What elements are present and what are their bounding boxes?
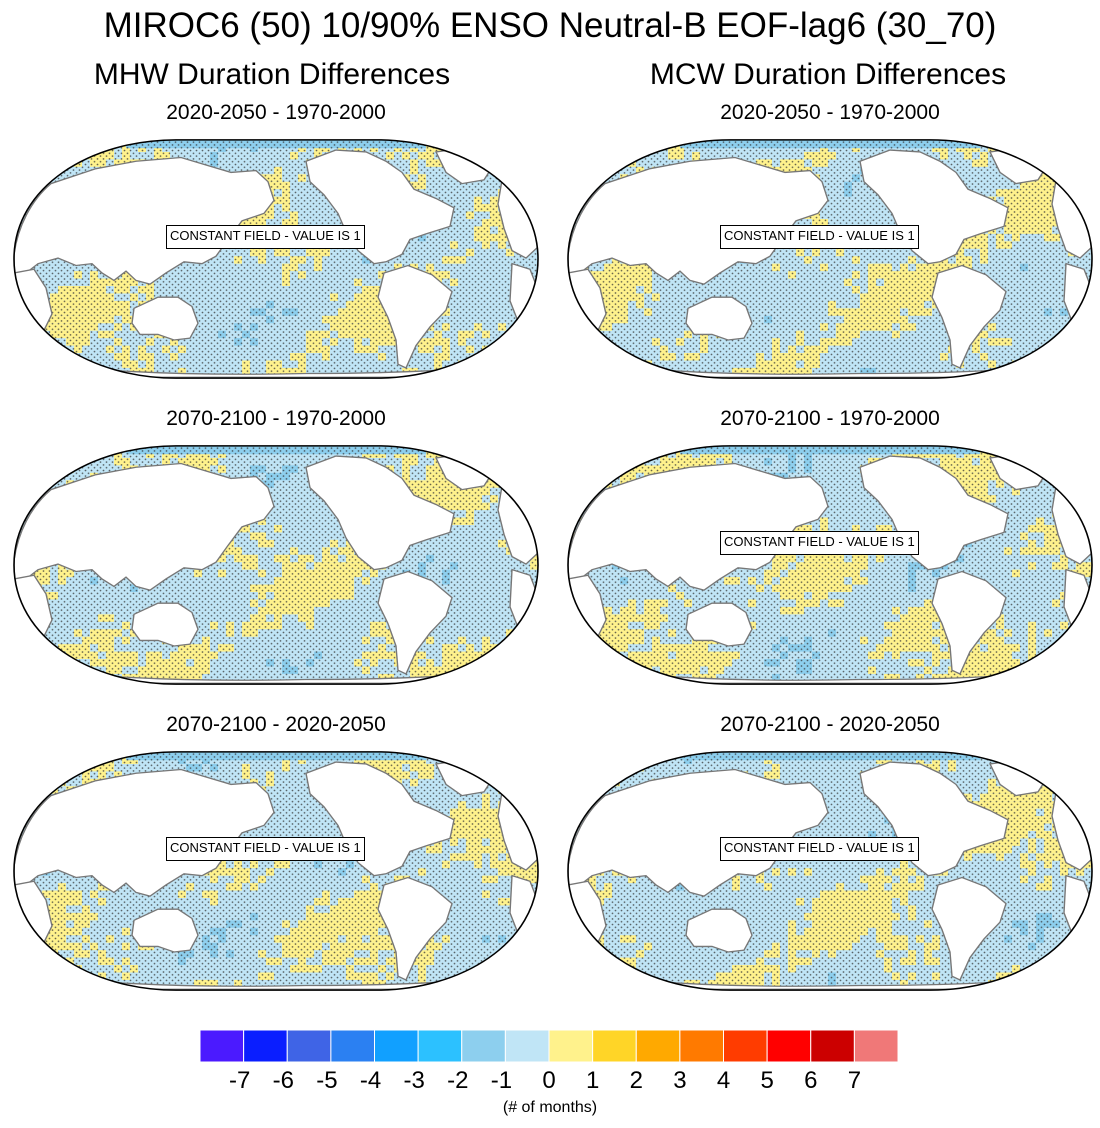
map-border [567,751,1093,991]
world-map [13,139,539,379]
panel-title: 2020-2050 - 1970-2000 [720,101,940,124]
colorbar-tick-label: 0 [542,1067,556,1094]
world-map [13,445,539,685]
colorbar-segment [200,1030,245,1062]
land-mass [131,296,199,341]
world-map [567,751,1093,991]
world-map [567,139,1093,379]
map-border [13,445,539,685]
colorbar-tick-label: 3 [673,1067,687,1094]
land-mass [305,761,455,877]
constant-field-note: CONSTANT FIELD - VALUE IS 1 [720,531,919,555]
colorbar-segment [853,1030,898,1062]
colorbar-segment [243,1030,288,1062]
land-mass [377,264,453,369]
land-mass [685,296,753,341]
map-border [13,139,539,379]
land-mass [305,149,455,265]
land-mass [377,876,453,981]
land-mass [685,602,753,647]
column-title-mhw: MHW Duration Differences [93,58,451,91]
land-mass [859,149,1009,265]
map-border [567,139,1093,379]
colorbar-segment [286,1030,332,1062]
colorbar-segment [374,1030,419,1062]
world-map [567,445,1093,685]
map-border [13,751,539,991]
colorbar-segment [723,1030,768,1062]
map-panel: 2020-2050 - 1970-2000 CONSTANT FIELD - VA… [560,100,1100,400]
land-mass [568,768,829,897]
land-mass [568,462,829,591]
land-mass [305,455,455,571]
constant-field-note: CONSTANT FIELD - VALUE IS 1 [166,837,365,861]
land-mass [859,455,1009,571]
world-map [13,751,539,991]
colorbar-segment [679,1030,725,1062]
colorbar-tick-label: -2 [447,1067,469,1094]
colorbar-tick-label: -5 [316,1067,338,1094]
land-mass [131,908,199,953]
land-mass [14,156,275,285]
panel-title: 2070-2100 - 1970-2000 [720,407,940,430]
colorbar-tick-label: -1 [490,1067,513,1094]
colorbar-tick-label: 6 [804,1067,818,1094]
land-mass [685,908,753,953]
land-mass [931,876,1007,981]
map-panel: 2070-2100 - 2020-2050 CONSTANT FIELD - VA… [6,712,546,1012]
map-border [567,445,1093,685]
panel-title: 2020-2050 - 1970-2000 [166,101,386,124]
colorbar [200,1030,898,1062]
colorbar-segment [810,1030,855,1062]
colorbar-tick-label: 1 [585,1067,600,1094]
map-panel: 2070-2100 - 1970-2000 CONSTANT FIELD - VA… [560,406,1100,706]
colorbar-tick-label: -6 [272,1067,294,1094]
land-mass [14,768,275,897]
constant-field-note: CONSTANT FIELD - VALUE IS 1 [720,837,919,861]
map-panel: 2020-2050 - 1970-2000 CONSTANT FIELD - VA… [6,100,546,400]
land-mass [377,570,453,675]
land-mass [931,264,1007,369]
colorbar-units: (# of months) [502,1099,598,1116]
colorbar-tick-label: -3 [403,1067,425,1094]
panel-title: 2070-2100 - 2020-2050 [720,713,940,736]
colorbar-tick-label: 2 [629,1067,643,1094]
colorbar-segment [635,1030,681,1062]
constant-field-note: CONSTANT FIELD - VALUE IS 1 [166,225,365,249]
colorbar-segment [766,1030,812,1062]
panel-title: 2070-2100 - 2020-2050 [166,713,386,736]
land-mass [931,570,1007,675]
colorbar-segment [592,1030,637,1062]
colorbar-segment [461,1030,506,1062]
colorbar-segment [504,1030,550,1062]
land-mass [14,462,275,591]
constant-field-note: CONSTANT FIELD - VALUE IS 1 [720,225,919,249]
figure-title: MIROC6 (50) 10/90% ENSO Neutral-B EOF-la… [103,6,997,45]
colorbar-segment [417,1030,463,1062]
land-mass [859,761,1009,877]
map-panel: 2070-2100 - 2020-2050 CONSTANT FIELD - VA… [560,712,1100,1012]
column-title-mcw: MCW Duration Differences [649,58,1007,91]
colorbar-tick-label: 5 [760,1067,774,1094]
colorbar-segment [548,1030,594,1062]
colorbar-tick-label: -7 [228,1067,251,1094]
colorbar-tick-label: -4 [359,1067,382,1094]
land-mass [568,156,829,285]
colorbar-tick-label: 7 [847,1067,862,1094]
colorbar-segment [330,1030,376,1062]
colorbar-tick-label: 4 [716,1067,731,1094]
map-panel: 2070-2100 - 1970-2000 [6,406,546,706]
land-mass [131,602,199,647]
panel-title: 2070-2100 - 1970-2000 [166,407,386,430]
